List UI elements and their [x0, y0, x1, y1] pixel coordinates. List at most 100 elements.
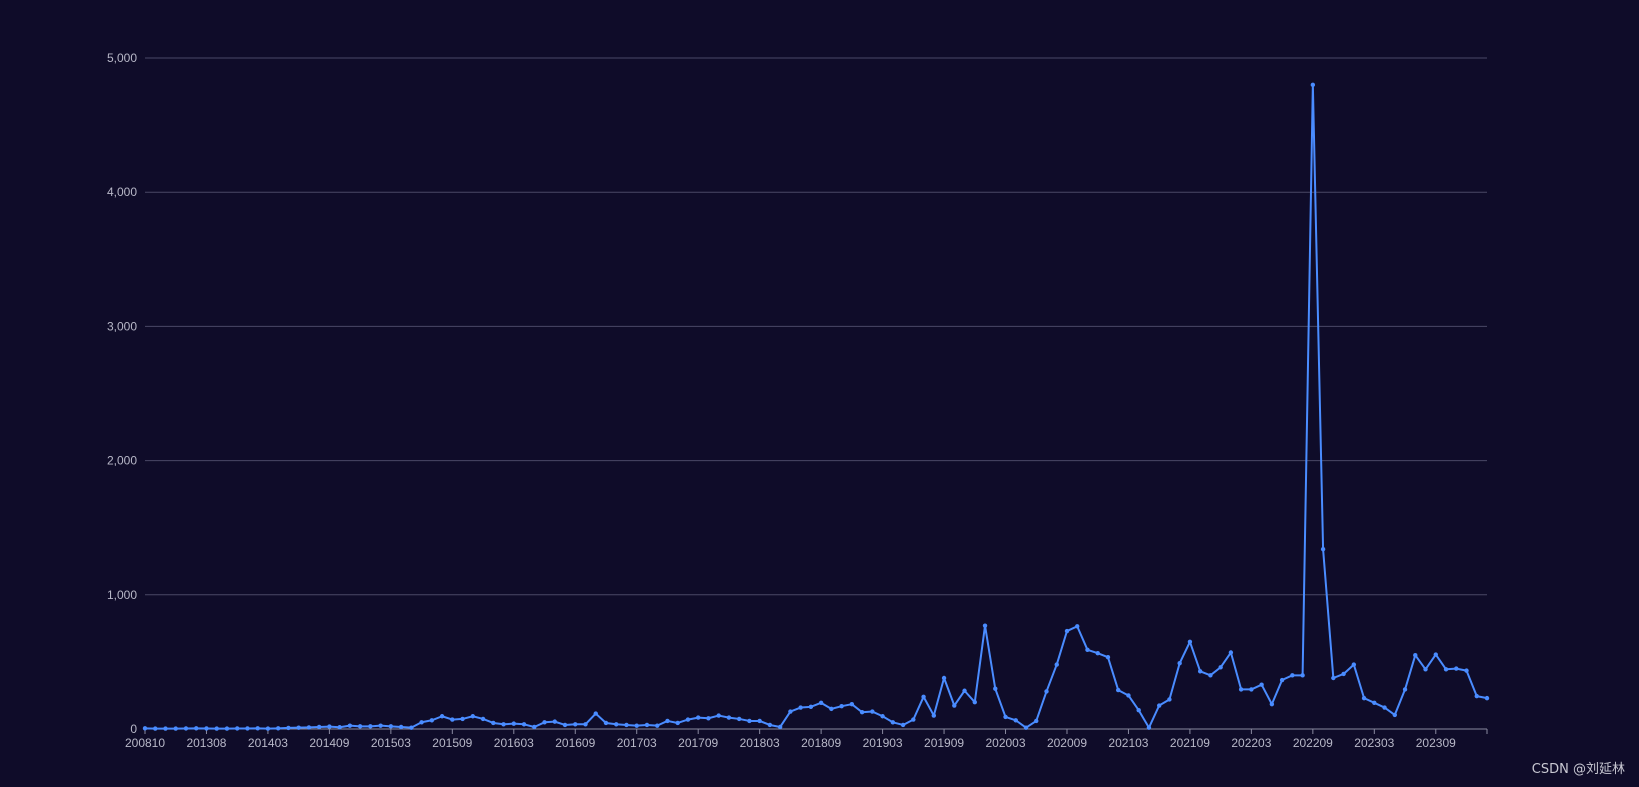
data-point [829, 706, 834, 712]
data-point [378, 723, 383, 728]
data-point [1341, 671, 1346, 677]
data-point [931, 713, 937, 718]
data-point [316, 724, 322, 730]
data-point [1167, 697, 1172, 702]
data-point [368, 724, 373, 729]
x-tick-label: 201308 [186, 736, 226, 750]
x-tick-label: 201709 [678, 736, 718, 750]
data-point [1392, 712, 1398, 718]
data-point [204, 726, 209, 731]
data-point [1372, 700, 1377, 706]
data-point [982, 623, 988, 628]
data-point [1034, 718, 1039, 724]
data-point [911, 717, 916, 722]
data-point [880, 714, 885, 719]
data-point [142, 726, 148, 731]
data-point [1423, 667, 1428, 672]
data-point [1126, 693, 1131, 698]
y-tick-label: 0 [130, 722, 137, 736]
data-point [993, 686, 998, 691]
data-point [1003, 714, 1008, 720]
data-point [532, 724, 537, 730]
x-tick-label: 201409 [309, 736, 349, 750]
data-point [634, 723, 639, 728]
data-point [1351, 662, 1357, 667]
data-point [542, 720, 547, 725]
data-points [142, 82, 1490, 731]
data-point [1013, 718, 1018, 723]
data-point [255, 726, 260, 731]
data-point [1249, 687, 1254, 692]
x-tick-label: 201503 [371, 736, 411, 750]
data-point [788, 709, 793, 714]
data-point [470, 714, 476, 719]
data-point [900, 722, 906, 728]
data-point [706, 716, 711, 721]
data-point [183, 726, 189, 731]
data-point [808, 704, 814, 710]
data-point [1156, 703, 1162, 708]
data-point [941, 675, 947, 681]
data-point [1095, 650, 1100, 656]
data-point [870, 709, 875, 714]
series-line [144, 83, 1488, 730]
y-tick-label: 2,000 [107, 454, 137, 468]
x-tick-label: 202209 [1293, 736, 1333, 750]
data-point [1259, 682, 1264, 687]
data-point [275, 726, 281, 731]
data-point [1382, 705, 1387, 710]
grid-lines [145, 57, 1487, 596]
data-point [583, 722, 588, 727]
data-point [1177, 661, 1182, 666]
data-point [286, 725, 291, 731]
y-tick-label: 5,000 [107, 51, 137, 65]
data-point [265, 726, 271, 731]
data-point [1023, 725, 1029, 730]
data-point [593, 711, 598, 716]
x-axis [144, 728, 1488, 734]
data-point [1279, 677, 1285, 683]
data-point [1454, 666, 1459, 671]
x-tick-label: 201603 [494, 736, 534, 750]
data-point [347, 723, 353, 728]
data-point [1146, 725, 1152, 730]
data-point [1331, 675, 1336, 681]
data-point [655, 723, 660, 728]
data-point [306, 725, 312, 730]
data-point [1218, 665, 1223, 670]
data-point [614, 722, 619, 727]
data-point [1044, 689, 1049, 694]
x-tick-label: 202109 [1170, 736, 1210, 750]
data-point [1197, 669, 1203, 674]
data-point [1208, 673, 1213, 678]
x-tick-label: 201903 [863, 736, 903, 750]
data-point [777, 724, 783, 730]
x-tick-label: 201809 [801, 736, 841, 750]
x-axis-tick-labels: 200810 201308 201403 201409 201503 201509 2016… [125, 736, 1456, 750]
y-axis-tick-labels: 0 1,000 2,000 3,000 4,000 5,000 [107, 51, 137, 736]
watermark-text: CSDN @刘延林 [1531, 762, 1625, 777]
data-point [736, 716, 742, 722]
data-point [603, 720, 609, 726]
data-point [337, 725, 342, 730]
data-point [388, 724, 394, 729]
data-point [1433, 652, 1438, 657]
data-point [952, 703, 957, 708]
x-tick-label: 201909 [924, 736, 964, 750]
data-point [450, 717, 455, 722]
x-tick-label: 202303 [1354, 736, 1394, 750]
x-tick-label: 202309 [1416, 736, 1456, 750]
data-point [1054, 662, 1059, 667]
x-tick-label: 202103 [1108, 736, 1148, 750]
data-point [480, 716, 486, 722]
data-point [501, 722, 506, 727]
y-tick-label: 3,000 [107, 319, 137, 333]
data-point [357, 724, 363, 729]
data-point [1105, 655, 1111, 660]
data-point [818, 700, 824, 706]
data-point [890, 720, 896, 725]
x-tick-label: 201703 [617, 736, 657, 750]
data-point [234, 726, 240, 731]
data-point [757, 718, 762, 724]
